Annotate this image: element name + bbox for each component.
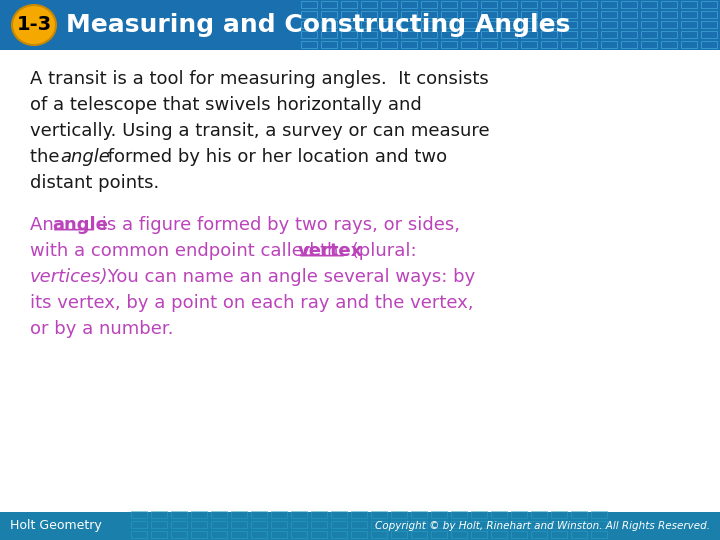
Text: its vertex, by a point on each ray and the vertex,: its vertex, by a point on each ray and t… <box>30 294 474 312</box>
Text: Measuring and Constructing Angles: Measuring and Constructing Angles <box>66 13 570 37</box>
Text: A transit is a tool for measuring angles.  It consists: A transit is a tool for measuring angles… <box>30 70 489 88</box>
Text: 1-3: 1-3 <box>17 16 52 35</box>
Text: with a common endpoint called the: with a common endpoint called the <box>30 242 355 260</box>
Text: Holt Geometry: Holt Geometry <box>10 519 102 532</box>
Text: of a telescope that swivels horizontally and: of a telescope that swivels horizontally… <box>30 96 422 114</box>
Text: formed by his or her location and two: formed by his or her location and two <box>102 148 447 166</box>
Text: vertex: vertex <box>298 242 364 260</box>
Text: angle: angle <box>60 148 110 166</box>
Text: Copyright © by Holt, Rinehart and Winston. All Rights Reserved.: Copyright © by Holt, Rinehart and Winsto… <box>375 521 710 531</box>
Text: angle: angle <box>52 216 108 234</box>
Ellipse shape <box>12 5 56 45</box>
Text: the: the <box>30 148 66 166</box>
Text: vertically. Using a transit, a survey or can measure: vertically. Using a transit, a survey or… <box>30 122 490 140</box>
Text: You can name an angle several ways: by: You can name an angle several ways: by <box>102 268 475 286</box>
Text: (plural:: (plural: <box>346 242 417 260</box>
Text: distant points.: distant points. <box>30 174 159 192</box>
Text: or by a number.: or by a number. <box>30 320 174 338</box>
Text: is a figure formed by two rays, or sides,: is a figure formed by two rays, or sides… <box>96 216 460 234</box>
Text: vertices).: vertices). <box>30 268 114 286</box>
Text: An: An <box>30 216 60 234</box>
FancyBboxPatch shape <box>0 0 720 50</box>
FancyBboxPatch shape <box>0 512 720 540</box>
